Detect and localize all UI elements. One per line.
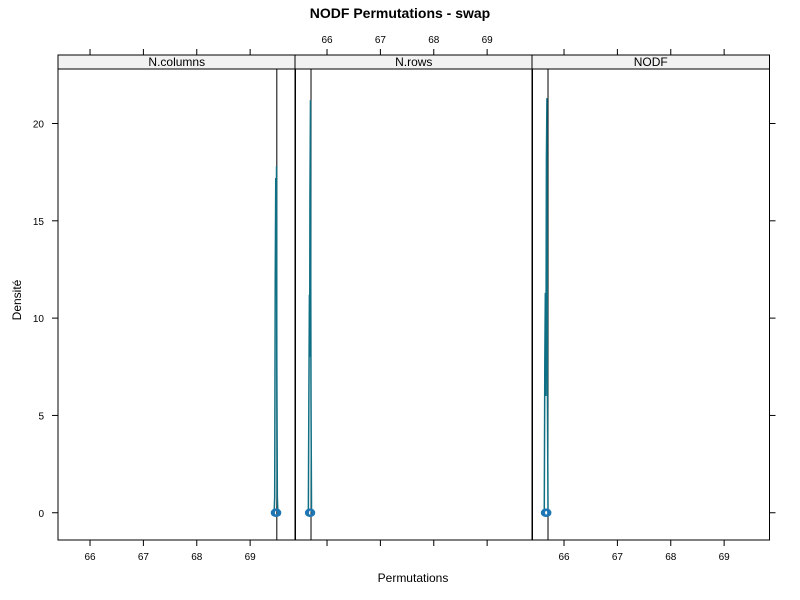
- y-axis-left: 0 5 10 15 20: [33, 119, 58, 520]
- strip-label: N.columns: [148, 55, 205, 69]
- y-tick-label: 5: [38, 411, 44, 422]
- panel-n-rows: N.rows 66 67 68 69: [294, 35, 533, 546]
- x-axis-label: Permutations: [378, 571, 449, 585]
- y-tick-label: 0: [38, 509, 44, 520]
- x-tick-label: 67: [375, 35, 387, 46]
- x-tick-label: 68: [665, 552, 677, 563]
- rug-point: [273, 508, 282, 517]
- x-tick-label: 66: [558, 552, 570, 563]
- rug-point: [307, 508, 316, 517]
- x-tick-label: 69: [245, 552, 257, 563]
- density-curve: [543, 98, 549, 513]
- panels-group: N.columns 66 67 68 69 N.rows 66 67 68 69 NODF 66 67 6…: [57, 35, 770, 563]
- y-axis-right: [769, 122, 776, 514]
- panel-frame: [294, 68, 533, 541]
- y-axis-label: Densité: [10, 279, 24, 320]
- x-tick-label: 68: [428, 35, 440, 46]
- y-tick-label: 15: [33, 217, 45, 228]
- x-tick-label: 67: [612, 552, 624, 563]
- panel-frame: [57, 68, 296, 541]
- panel-n-columns: N.columns 66 67 68 69: [57, 49, 296, 563]
- panel-frame: [531, 68, 770, 541]
- x-tick-label: 69: [482, 35, 494, 46]
- panel-nodf: NODF 66 67 68 69: [531, 49, 770, 563]
- strip-label: NODF: [634, 55, 668, 69]
- x-tick-label: 68: [191, 552, 203, 563]
- y-tick-label: 10: [33, 314, 45, 325]
- strip-label: N.rows: [395, 55, 432, 69]
- x-tick-label: 69: [719, 552, 731, 563]
- density-curve: [307, 100, 313, 513]
- x-tick-label: 67: [138, 552, 150, 563]
- rug-point: [543, 508, 552, 517]
- x-tick-label: 66: [84, 552, 96, 563]
- chart-title: NODF Permutations - swap: [310, 5, 490, 21]
- x-tick-label: 66: [321, 35, 333, 46]
- y-tick-label: 20: [33, 119, 45, 130]
- density-curve: [273, 166, 279, 513]
